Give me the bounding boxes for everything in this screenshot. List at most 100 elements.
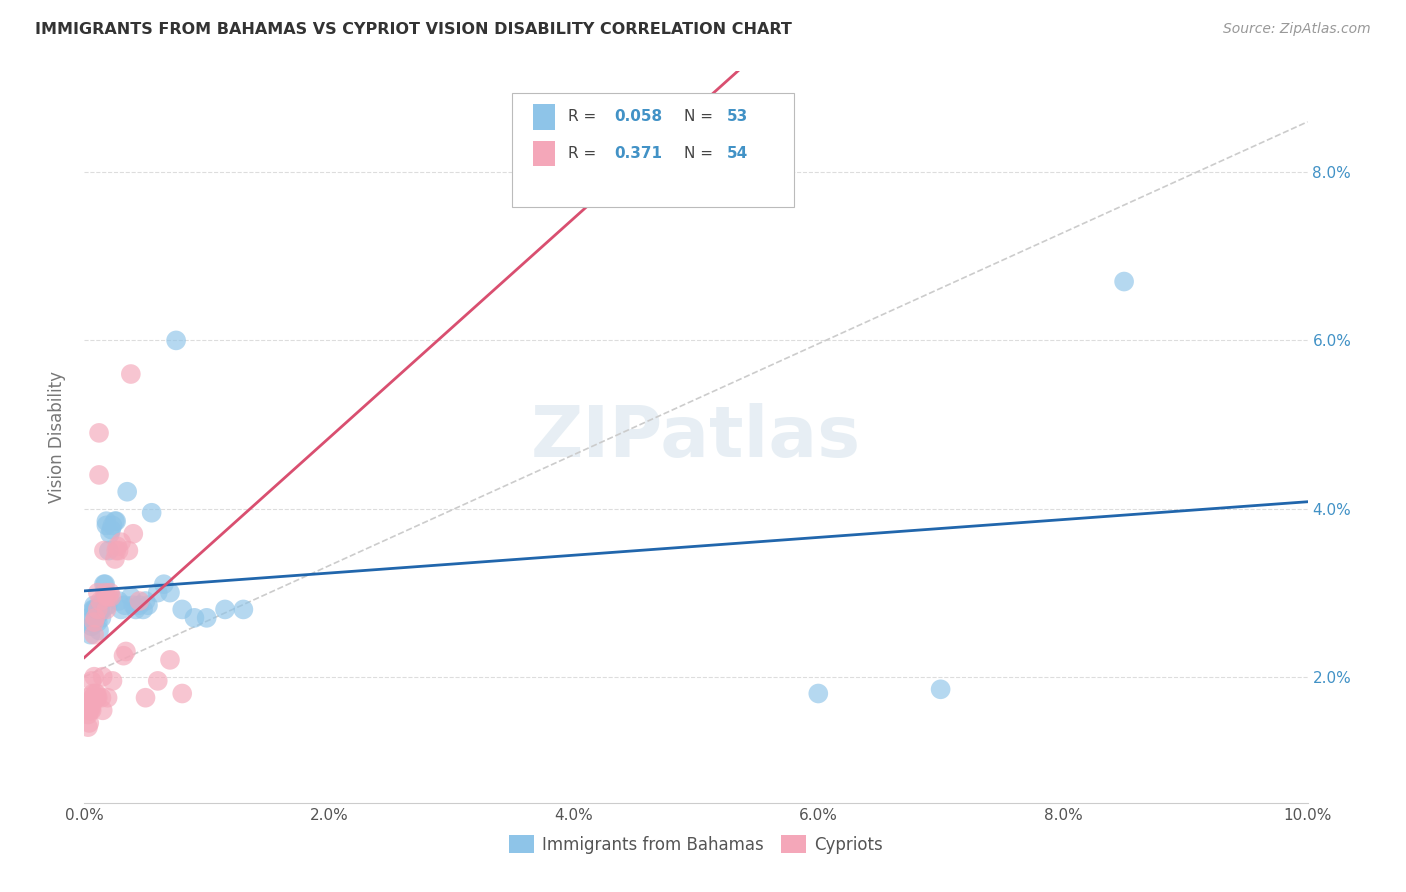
Point	[93, 577, 115, 591]
Text: N =: N =	[683, 109, 717, 124]
Point	[87, 602, 110, 616]
Point	[135, 594, 157, 608]
Point	[87, 585, 110, 599]
Point	[91, 703, 114, 717]
Point	[807, 686, 830, 700]
Point	[83, 627, 105, 641]
FancyBboxPatch shape	[513, 94, 794, 207]
Point	[100, 523, 122, 537]
Point	[89, 594, 111, 608]
Point	[79, 627, 101, 641]
Point	[86, 690, 108, 705]
Point	[132, 602, 155, 616]
Point	[84, 602, 107, 616]
Point	[114, 599, 136, 613]
Point	[101, 518, 124, 533]
Point	[101, 673, 124, 688]
Text: 0.371: 0.371	[614, 145, 662, 161]
Point	[122, 526, 145, 541]
Point	[120, 367, 142, 381]
Point	[96, 590, 118, 604]
Point	[1114, 275, 1136, 289]
Point	[80, 673, 103, 688]
Point	[112, 648, 135, 663]
Point	[117, 543, 139, 558]
Point	[82, 690, 104, 705]
Point	[96, 514, 118, 528]
Point	[104, 552, 127, 566]
Point	[195, 611, 218, 625]
Text: IMMIGRANTS FROM BAHAMAS VS CYPRIOT VISION DISABILITY CORRELATION CHART: IMMIGRANTS FROM BAHAMAS VS CYPRIOT VISIO…	[35, 22, 792, 37]
Point	[105, 514, 128, 528]
Point	[87, 615, 110, 629]
Point	[172, 686, 194, 700]
Point	[80, 703, 103, 717]
Point	[107, 543, 129, 558]
Text: ZIPatlas: ZIPatlas	[531, 402, 860, 472]
Point	[128, 599, 150, 613]
Point	[125, 602, 148, 616]
Text: R =: R =	[568, 145, 600, 161]
Point	[146, 585, 169, 599]
Point	[165, 334, 187, 348]
Point	[86, 690, 108, 705]
FancyBboxPatch shape	[533, 141, 555, 167]
Point	[77, 611, 100, 625]
Point	[86, 607, 108, 621]
Point	[80, 619, 103, 633]
Point	[97, 543, 120, 558]
Point	[98, 585, 121, 599]
Point	[76, 690, 98, 705]
Point	[86, 611, 108, 625]
Point	[90, 690, 112, 705]
Point	[146, 673, 169, 688]
Point	[87, 425, 110, 440]
Point	[77, 703, 100, 717]
Point	[115, 644, 138, 658]
Text: 53: 53	[727, 109, 748, 124]
Point	[84, 686, 107, 700]
Point	[90, 611, 112, 625]
Point	[128, 594, 150, 608]
FancyBboxPatch shape	[533, 104, 555, 130]
Point	[107, 594, 129, 608]
Point	[87, 690, 110, 705]
Point	[94, 585, 117, 599]
Point	[83, 599, 105, 613]
Point	[87, 467, 110, 482]
Point	[141, 506, 163, 520]
Point	[122, 599, 145, 613]
Point	[80, 699, 103, 714]
Text: Source: ZipAtlas.com: Source: ZipAtlas.com	[1223, 22, 1371, 37]
Point	[136, 599, 159, 613]
Point	[214, 602, 236, 616]
Point	[98, 526, 121, 541]
Point	[84, 607, 107, 621]
Point	[183, 611, 205, 625]
Point	[77, 720, 100, 734]
Point	[89, 602, 111, 616]
Point	[93, 543, 115, 558]
Text: R =: R =	[568, 109, 600, 124]
Point	[96, 518, 118, 533]
Point	[87, 624, 110, 638]
Point	[91, 602, 114, 616]
Point	[82, 686, 104, 700]
Point	[79, 703, 101, 717]
Point	[159, 585, 181, 599]
Legend: Immigrants from Bahamas, Cypriots: Immigrants from Bahamas, Cypriots	[502, 829, 890, 860]
Point	[105, 540, 128, 554]
Point	[77, 707, 100, 722]
Point	[87, 607, 110, 621]
Point	[110, 535, 132, 549]
Point	[94, 577, 117, 591]
Point	[110, 602, 132, 616]
Point	[172, 602, 194, 616]
Point	[77, 615, 100, 629]
Point	[83, 615, 105, 629]
Point	[84, 611, 107, 625]
Point	[929, 682, 952, 697]
Point	[232, 602, 254, 616]
Point	[96, 602, 118, 616]
Point	[135, 690, 157, 705]
